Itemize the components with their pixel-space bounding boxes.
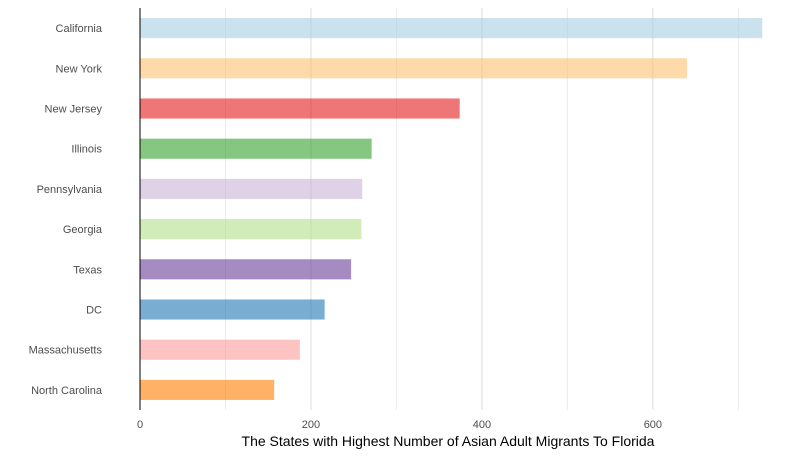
category-label: California [56, 23, 103, 35]
x-tick-label: 200 [302, 419, 320, 431]
bar-dc [140, 299, 325, 320]
x-tick-label: 0 [137, 419, 143, 431]
category-label: Massachusetts [29, 345, 103, 357]
bar-georgia [140, 219, 362, 240]
category-label: DC [86, 305, 102, 317]
category-label: New York [56, 63, 103, 75]
bar-new-york [140, 58, 688, 79]
x-axis-title: The States with Highest Number of Asian … [242, 433, 655, 449]
category-label: Illinois [71, 144, 102, 156]
category-label: Pennsylvania [37, 184, 103, 196]
x-tick-label: 400 [473, 419, 491, 431]
bars [140, 18, 763, 400]
bar-north-carolina [140, 379, 275, 400]
x-tick-label: 600 [644, 419, 662, 431]
bar-california [140, 18, 763, 39]
bar-new-jersey [140, 98, 460, 119]
bar-illinois [140, 138, 372, 159]
category-label: Texas [73, 264, 102, 276]
bar-pennsylvania [140, 178, 363, 199]
category-label: New Jersey [45, 104, 103, 116]
bar-massachusetts [140, 339, 300, 360]
category-label: North Carolina [31, 385, 103, 397]
category-labels: California New York New Jersey Illinois Penn… [29, 23, 103, 397]
category-label: Georgia [63, 224, 103, 236]
x-tick-labels: 0 200 400 600 [137, 419, 662, 431]
bar-texas [140, 259, 352, 280]
